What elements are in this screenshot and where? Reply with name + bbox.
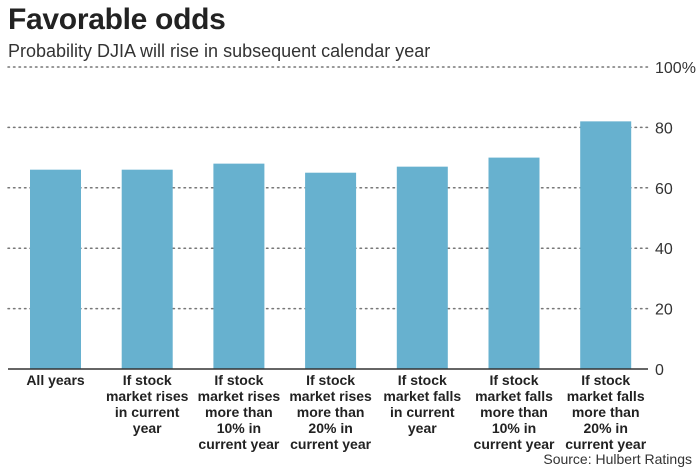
y-tick-label: 80 [655, 120, 673, 137]
x-category-label: If stock market falls in current year [383, 372, 461, 436]
bar [488, 157, 540, 369]
chart-title: Favorable odds [8, 3, 226, 36]
x-category-label: All years [26, 372, 85, 388]
y-tick-label: 60 [655, 181, 673, 198]
y-tick-label: 0 [655, 362, 664, 379]
y-tick-label: 100% [655, 60, 696, 77]
source-note: Source: Hulbert Ratings [543, 451, 692, 467]
bar [580, 121, 632, 369]
bar [121, 169, 173, 369]
bar [30, 169, 81, 369]
bar [305, 172, 357, 369]
bar [396, 166, 448, 369]
x-category-label: If stock market rises more than 10% in curre… [198, 372, 281, 452]
x-category-label: If stock market falls more than 20% in curre… [565, 372, 646, 452]
x-category-label: If stock market falls more than 10% in curre… [474, 372, 555, 452]
y-tick-label: 20 [655, 302, 673, 319]
x-category-label: If stock market rises in current year [106, 372, 189, 436]
y-tick-label: 40 [655, 241, 673, 258]
x-category-label: If stock market rises more than 20% in curre… [289, 372, 372, 452]
chart-subtitle: Probability DJIA will rise in subsequent… [8, 41, 431, 61]
bar [213, 163, 265, 369]
